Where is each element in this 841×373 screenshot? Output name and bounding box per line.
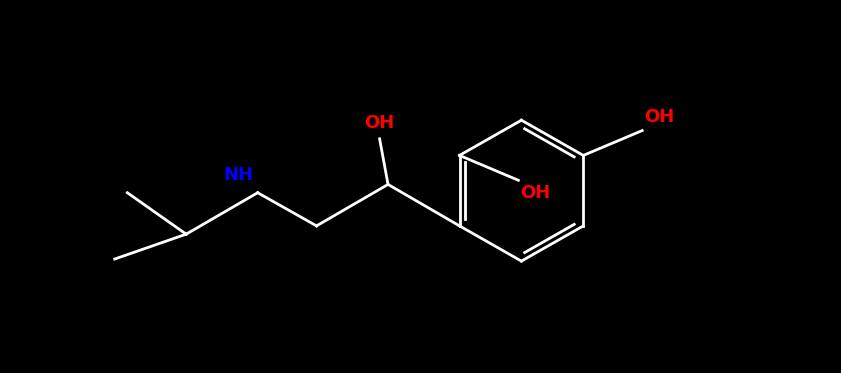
Text: OH: OH — [644, 109, 674, 126]
Text: NH: NH — [224, 166, 253, 184]
Text: OH: OH — [364, 114, 394, 132]
Text: OH: OH — [520, 184, 550, 203]
